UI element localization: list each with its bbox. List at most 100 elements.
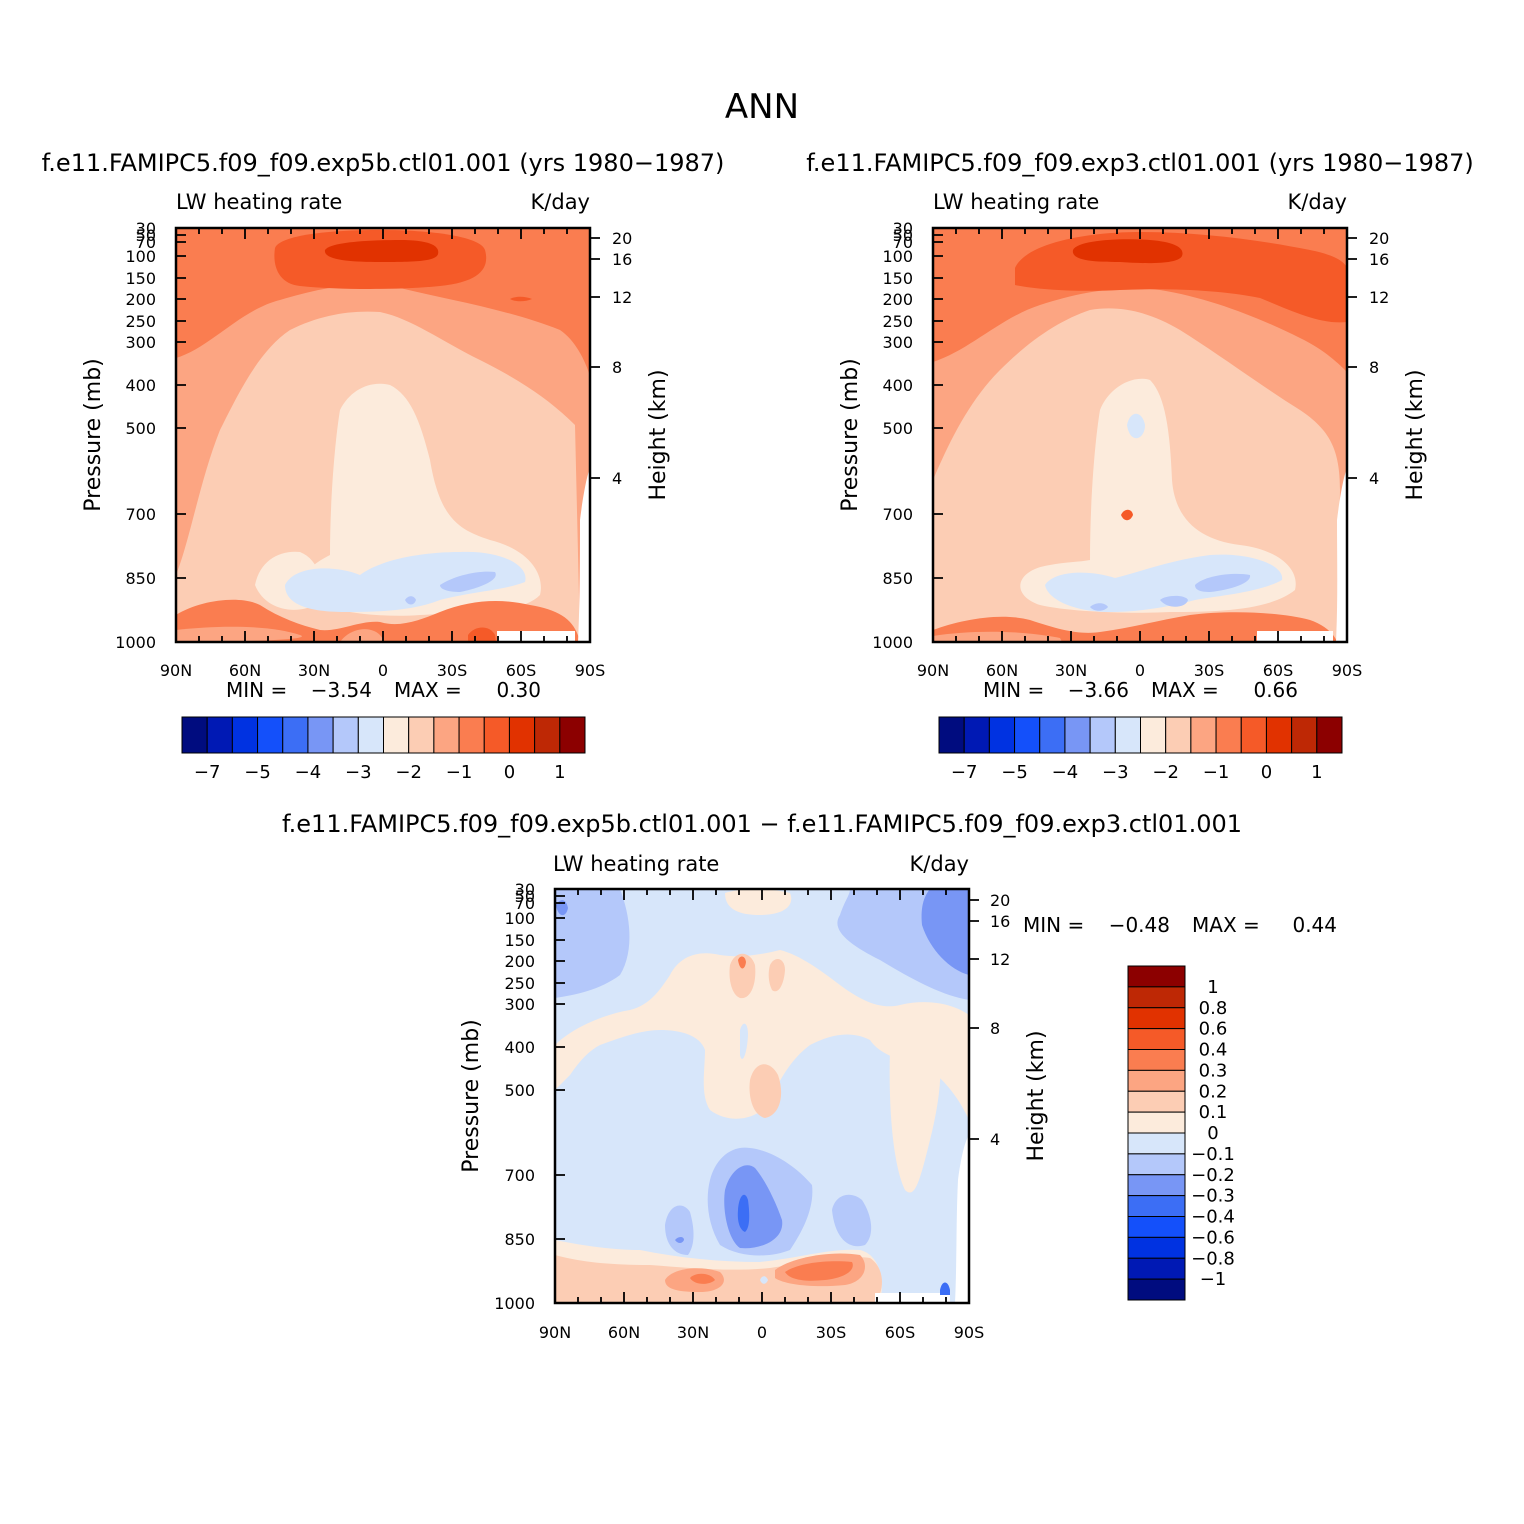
colorbar-label: −5 <box>1001 762 1028 783</box>
colorbar-swatch <box>1265 716 1293 754</box>
panel-diff-ytick-label: 70 <box>515 894 535 913</box>
diff-title: f.e11.FAMIPC5.f09_f09.exp5b.ctl01.001 − … <box>282 810 1242 838</box>
panel-b-y2tick-label: 16 <box>1369 250 1389 269</box>
colorbar-swatch <box>963 716 990 754</box>
panel-a-min-value: −3.54 <box>311 678 372 702</box>
figure-title: ANN <box>725 87 799 127</box>
panel-diff-ylabel: Pressure (mb) <box>459 1019 484 1173</box>
panel-diff-ytick-label: 400 <box>504 1038 535 1057</box>
panel-a-x-ticklabels: 90N 60N 30N 0 30S 60S 90S <box>160 661 605 680</box>
colorbar-label: −4 <box>1052 762 1079 783</box>
panel-a-y-ticklabels: 30 50 70 100 150 200 250 300 400 500 700… <box>115 219 156 652</box>
colorbar-swatch <box>231 716 259 754</box>
panel-b-xtick-label: 60S <box>1263 661 1294 680</box>
panel-b-y2label: Height (km) <box>1403 369 1428 500</box>
panel-diff-ytick-label: 30 <box>515 880 535 899</box>
panel-b-ytick-label: 400 <box>882 376 913 395</box>
colorbar-label: 0 <box>1207 1123 1218 1144</box>
colorbar-swatch <box>1014 716 1041 754</box>
colorbar-label: −7 <box>951 762 978 783</box>
panel-diff-y2tick-label: 8 <box>990 1019 1000 1038</box>
colorbar-label: 0.6 <box>1199 1019 1228 1040</box>
panel-b-y2tick-label: 20 <box>1369 229 1389 248</box>
panel-b-title: f.e11.FAMIPC5.f09_f09.exp3.ctl01.001 (yr… <box>806 149 1474 177</box>
colorbar-swatch <box>408 716 435 754</box>
colorbar-swatch <box>1127 1257 1186 1280</box>
colorbar-label: −7 <box>194 762 221 783</box>
panel-a-y2tick-label: 20 <box>612 229 632 248</box>
colorbar-swatch <box>433 716 460 754</box>
panel-diff-y2-ticklabels: 20 16 12 8 4 <box>990 891 1010 1149</box>
colorbar-label: −0.8 <box>1191 1248 1235 1269</box>
colorbar-swatch <box>1127 1216 1186 1238</box>
colorbar-swatch <box>282 716 309 754</box>
panel-b-x-ticklabels: 90N 60N 30N 0 30S 60S 90S <box>917 661 1362 680</box>
panel-diff-y2label: Height (km) <box>1024 1030 1049 1161</box>
panel-a-min-label: MIN = <box>226 678 287 702</box>
panel-a-xtick-label: 90N <box>160 661 192 680</box>
colorbar-label: −1 <box>1200 1269 1227 1290</box>
panel-a-ytick-label: 70 <box>136 233 156 252</box>
panel-diff-xtick-label: 60N <box>608 1323 640 1342</box>
panel-b-min-value: −3.66 <box>1068 678 1129 702</box>
panel-a-ytick-label: 100 <box>125 247 156 266</box>
panel-a-y2tick-label: 12 <box>612 288 632 307</box>
panel-b-ytick-label: 1000 <box>872 633 913 652</box>
colorbar-label: −2 <box>1152 762 1179 783</box>
panel-a-xtick-label: 30S <box>437 661 468 680</box>
panel-b-ytick-label: 200 <box>882 290 913 309</box>
panel-b-xtick-label: 90N <box>917 661 949 680</box>
panel-b-y2tick-label: 4 <box>1369 469 1379 488</box>
panel-diff-ticks <box>554 888 979 1304</box>
colorbar-swatch <box>206 716 233 754</box>
colorbar-label: 0.3 <box>1199 1060 1228 1081</box>
panel-diff-ytick-label: 200 <box>504 952 535 971</box>
panel-diff-max-value: 0.44 <box>1292 913 1337 937</box>
panel-a-variable: LW heating rate <box>176 190 342 214</box>
colorbar-label: 1 <box>554 762 565 783</box>
colorbar-label: −0.6 <box>1191 1227 1235 1248</box>
panel-b-ytick-label: 70 <box>893 233 913 252</box>
panel-b-xtick-label: 90S <box>1332 661 1363 680</box>
colorbar-swatch <box>257 716 284 754</box>
panel-a-y2tick-label: 4 <box>612 469 622 488</box>
panel-diff-units: K/day <box>910 852 969 876</box>
colorbar-swatch <box>383 716 410 754</box>
panel-b-y2-ticklabels: 20 16 12 8 4 <box>1369 229 1389 488</box>
panel-b-units: K/day <box>1288 190 1347 214</box>
colorbar-swatch <box>1215 716 1242 754</box>
panel-b-y2tick-label: 8 <box>1369 358 1379 377</box>
panel-diff-y2tick-label: 4 <box>990 1130 1000 1149</box>
colorbar-label: −5 <box>244 762 271 783</box>
colorbar-label: −4 <box>295 762 322 783</box>
panel-b-max-label: MAX = <box>1151 678 1219 702</box>
colorbar-swatch <box>1127 1153 1186 1176</box>
colorbar-label: −3 <box>1102 762 1129 783</box>
colorbar-swatch <box>1127 1028 1186 1050</box>
panel-b-xtick-label: 30N <box>1055 661 1087 680</box>
panel-b-ytick-label: 500 <box>882 419 913 438</box>
colorbar-label: 0 <box>1261 762 1272 783</box>
colorbar-swatch <box>1127 1090 1186 1113</box>
panel-a-max-value: 0.30 <box>496 678 541 702</box>
colorbar-label: −3 <box>345 762 372 783</box>
panel-b-ytick-label: 50 <box>893 226 913 245</box>
panel-a-xtick-label: 30N <box>298 661 330 680</box>
panel-b-ytick-label: 100 <box>882 247 913 266</box>
panel-diff-xtick-label: 90S <box>954 1323 985 1342</box>
panel-a-ytick-label: 300 <box>125 333 156 352</box>
panel-diff-ytick-label: 850 <box>504 1230 535 1249</box>
colorbar-swatch <box>559 716 586 754</box>
colorbar-label: −1 <box>446 762 473 783</box>
panel-b-colorbar: −7 −5 −4 −3 −2 −1 0 1 <box>938 716 1343 783</box>
colorbar-swatch <box>1127 986 1186 1009</box>
panel-b-xtick-label: 0 <box>1135 661 1145 680</box>
colorbar-label: −1 <box>1203 762 1230 783</box>
panel-a-ytick-label: 30 <box>136 219 156 238</box>
colorbar-label: −0.3 <box>1191 1186 1235 1207</box>
colorbar-swatch <box>1127 1236 1186 1259</box>
panel-a-y2tick-label: 8 <box>612 358 622 377</box>
panel-a-ytick-label: 200 <box>125 290 156 309</box>
panel-diff-x-ticklabels: 90N 60N 30N 0 30S 60S 90S <box>539 1323 984 1342</box>
